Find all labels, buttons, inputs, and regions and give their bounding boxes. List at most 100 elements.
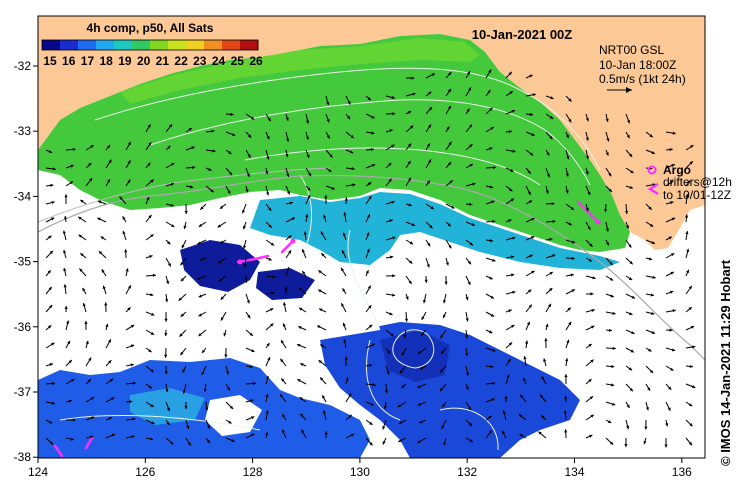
current-arrow-head	[403, 334, 407, 338]
current-arrow-head	[150, 179, 154, 183]
current-arrow-head	[78, 216, 82, 220]
current-arrow-head	[549, 288, 553, 292]
current-arrow-head	[612, 346, 616, 350]
current-arrow-head	[130, 324, 135, 328]
current-arrow-head	[532, 93, 536, 97]
current-arrow-head	[265, 432, 269, 436]
current-arrow-head	[469, 439, 473, 442]
current-arrow-head	[609, 441, 614, 445]
current-arrow-head	[419, 420, 423, 424]
current-arrow-head	[72, 418, 76, 422]
current-arrow-head	[322, 395, 326, 399]
current-arrow-head	[411, 223, 416, 226]
current-arrow-head	[343, 339, 347, 343]
current-arrow-head	[626, 134, 630, 139]
current-arrow-head	[607, 420, 612, 423]
current-arrow-head	[489, 430, 493, 434]
current-arrow-head	[689, 423, 693, 427]
colorbar-swatch	[114, 40, 133, 50]
current-arrow-head	[669, 148, 673, 152]
current-arrow-head	[370, 402, 374, 406]
current-arrow-head	[625, 225, 629, 229]
current-arrow-head	[440, 334, 444, 339]
current-arrow-head	[210, 189, 214, 193]
current-arrow-head	[64, 194, 68, 198]
current-arrow-head	[351, 167, 355, 171]
current-arrow-head	[541, 415, 545, 419]
current-arrow-head	[651, 330, 655, 334]
current-arrow-head	[246, 300, 250, 304]
current-arrow-head	[382, 426, 386, 430]
colorbar-swatch	[186, 40, 205, 50]
current-arrow-head	[243, 264, 247, 268]
current-arrow-head	[102, 285, 106, 289]
current-arrow-head	[148, 142, 152, 146]
current-arrow-head	[549, 135, 553, 140]
current-arrow-head	[348, 393, 352, 397]
current-arrow-head	[487, 90, 491, 94]
colorbar-label: 20	[137, 54, 151, 68]
current-arrow-head	[690, 326, 695, 329]
current-arrow-head	[367, 214, 370, 218]
current-arrow-head	[50, 183, 54, 187]
current-arrow-head	[672, 131, 676, 135]
current-arrow-head	[147, 124, 151, 128]
current-arrow-head	[430, 206, 434, 210]
colorbar-label: 21	[156, 54, 170, 68]
current-arrow-head	[630, 170, 634, 174]
current-arrow-head	[318, 270, 322, 274]
current-arrow-head	[341, 267, 344, 272]
current-arrow-head	[318, 360, 322, 364]
current-arrow-head	[180, 313, 184, 317]
current-arrow-head	[67, 340, 70, 345]
current-arrow-head	[448, 105, 451, 110]
longitude-axis: 124 126 128 130 132 134 136	[28, 458, 692, 479]
current-arrow-head	[526, 321, 530, 326]
current-arrow-head	[87, 379, 91, 383]
current-arrow-head	[128, 285, 131, 289]
current-arrow-head	[492, 166, 496, 170]
colorbar-label: 24	[212, 54, 226, 68]
current-arrow-head	[685, 231, 689, 235]
current-arrow-head	[667, 407, 671, 411]
cloud-mask-a	[38, 175, 380, 372]
current-arrow-head	[267, 117, 271, 122]
latitude-axis: -32 -33 -34 -35 -36 -37 -38	[14, 59, 38, 464]
current-arrow-head	[611, 364, 615, 368]
current-arrow-head	[52, 381, 56, 386]
colorbar-frame	[41, 39, 259, 51]
current-arrow-head	[368, 324, 373, 328]
current-arrow-head	[63, 249, 67, 254]
current-arrow-head	[407, 160, 411, 165]
current-arrow-head	[571, 256, 575, 260]
current-arrow-head	[492, 219, 496, 224]
current-arrow-head	[538, 431, 542, 435]
argo-legend: Argo drifters@12h to 10/01-12Z	[647, 163, 732, 202]
current-arrow-head	[690, 145, 694, 149]
colorbar: 4h comp, p50, All Sats 15 16 17 18 19 20 21 22 2…	[41, 21, 263, 68]
current-arrow-head	[492, 348, 496, 352]
current-arrow-head	[649, 134, 653, 138]
current-arrow-head	[606, 242, 609, 246]
current-arrow-head	[428, 124, 431, 128]
current-arrow-head	[550, 96, 554, 100]
current-arrow-head	[272, 275, 276, 279]
current-arrow-head	[90, 397, 95, 401]
current-arrow-head	[405, 296, 409, 300]
current-arrow-head	[267, 357, 271, 361]
x-tick-label: 136	[672, 465, 692, 479]
current-arrow-head	[689, 161, 693, 165]
current-arrow-head	[198, 294, 202, 298]
current-arrow-head	[412, 92, 416, 96]
current-arrow-head	[127, 179, 131, 183]
current-arrow-head	[251, 349, 255, 353]
current-arrow-head	[563, 410, 567, 414]
current-arrow-head	[426, 180, 430, 184]
current-arrow-head	[307, 195, 311, 199]
current-arrow-head	[151, 312, 155, 316]
current-arrow-head	[211, 129, 215, 133]
current-arrow-head	[392, 236, 396, 240]
current-arrow-head	[166, 280, 170, 285]
current-arrow-head	[647, 387, 651, 391]
current-arrow-head	[167, 241, 171, 245]
